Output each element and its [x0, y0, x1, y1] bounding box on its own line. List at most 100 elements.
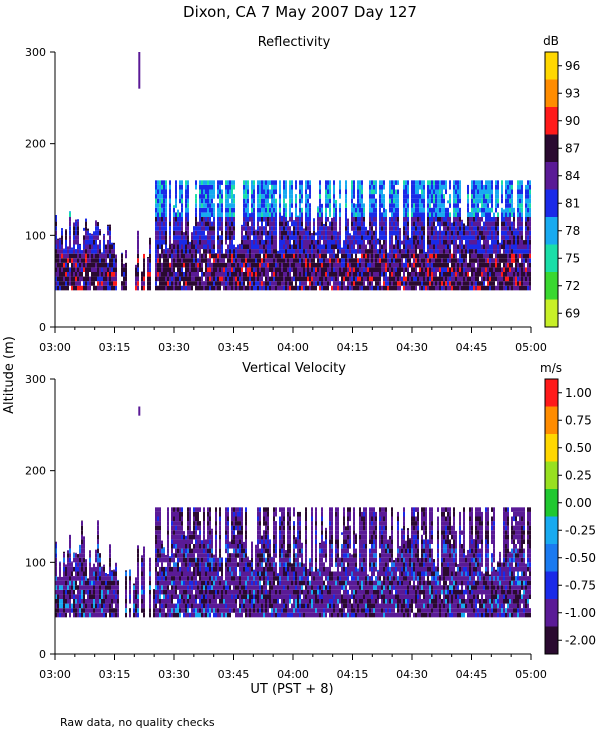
heatmap-cell — [485, 235, 487, 240]
heatmap-cell — [395, 217, 397, 222]
heatmap-cell — [89, 258, 91, 263]
heatmap-cell — [473, 244, 475, 250]
heatmap-cell — [177, 262, 179, 268]
heatmap-cell — [371, 272, 373, 277]
heatmap-cell — [97, 580, 99, 586]
heatmap-cell — [457, 198, 459, 204]
heatmap-cell — [99, 281, 101, 286]
heatmap-cell — [211, 189, 213, 195]
heatmap-cell — [141, 585, 143, 590]
heatmap-cell — [211, 272, 213, 277]
heatmap-cell — [217, 235, 219, 240]
heatmap-cell — [437, 203, 439, 208]
heatmap-cell — [185, 198, 187, 204]
heatmap-cell — [157, 511, 159, 517]
heatmap-cell — [345, 207, 347, 213]
heatmap-cell — [477, 258, 479, 263]
heatmap-cell — [361, 198, 363, 204]
heatmap-cell — [179, 184, 181, 190]
heatmap-cell — [473, 258, 475, 263]
heatmap-cell — [199, 235, 201, 240]
heatmap-cell — [507, 244, 509, 250]
heatmap-cell — [457, 258, 459, 263]
heatmap-cell — [175, 217, 177, 222]
heatmap-cell — [249, 272, 251, 277]
heatmap-cell — [95, 244, 97, 250]
heatmap-cell — [475, 285, 477, 291]
heatmap-cell — [461, 230, 463, 236]
heatmap-cell — [199, 276, 201, 282]
heatmap-cell — [171, 253, 173, 259]
heatmap-cell — [329, 194, 331, 199]
heatmap-cell — [381, 184, 383, 190]
heatmap-cell — [245, 207, 247, 213]
heatmap-cell — [397, 198, 399, 204]
heatmap-cell — [427, 253, 429, 259]
heatmap-cell — [187, 226, 189, 231]
heatmap-cell — [207, 189, 209, 195]
heatmap-cell — [203, 184, 205, 190]
heatmap-cell — [407, 230, 409, 236]
heatmap-cell — [457, 235, 459, 240]
heatmap-cell — [83, 576, 85, 581]
heatmap-cell — [491, 221, 493, 227]
heatmap-cell — [161, 272, 163, 277]
heatmap-cell — [491, 253, 493, 259]
heatmap-cell — [445, 184, 447, 190]
heatmap-cell — [279, 203, 281, 208]
heatmap-cell — [107, 239, 109, 245]
heatmap-cell — [485, 272, 487, 277]
heatmap-cell — [67, 599, 69, 604]
heatmap-cell — [55, 215, 57, 217]
heatmap-cell — [501, 272, 503, 277]
heatmap-cell — [359, 249, 361, 254]
heatmap-cell — [459, 189, 461, 195]
heatmap-cell — [275, 221, 277, 227]
heatmap-cell — [97, 226, 99, 231]
heatmap-cell — [237, 244, 239, 250]
heatmap-cell — [247, 272, 249, 277]
heatmap-cell — [423, 203, 425, 208]
heatmap-cell — [227, 262, 229, 268]
heatmap-cell — [99, 229, 101, 231]
heatmap-cell — [515, 258, 517, 263]
heatmap-cell — [83, 536, 85, 540]
heatmap-cell — [401, 240, 403, 245]
heatmap-cell — [471, 249, 473, 254]
heatmap-cell — [143, 553, 145, 558]
heatmap-cell — [411, 281, 413, 286]
heatmap-cell — [295, 207, 297, 213]
heatmap-cell — [525, 244, 527, 250]
heatmap-cell — [519, 203, 521, 208]
heatmap-cell — [89, 557, 91, 563]
heatmap-cell — [407, 189, 409, 195]
heatmap-cell — [105, 253, 107, 259]
heatmap-cell — [419, 217, 421, 222]
heatmap-cell — [279, 281, 281, 286]
heatmap-cell — [87, 612, 89, 618]
heatmap-cell — [509, 272, 511, 277]
heatmap-cell — [87, 589, 89, 595]
heatmap-cell — [433, 253, 435, 259]
heatmap-cell — [99, 267, 101, 272]
heatmap-cell — [71, 566, 73, 572]
heatmap-cell — [381, 221, 383, 227]
heatmap-cell — [433, 262, 435, 268]
heatmap-cell — [309, 239, 311, 245]
heatmap-cell — [289, 207, 291, 213]
heatmap-cell — [427, 198, 429, 204]
heatmap-cell — [369, 267, 371, 272]
heatmap-cell — [85, 258, 87, 263]
heatmap-cell — [125, 272, 127, 277]
heatmap-cell — [419, 285, 421, 291]
heatmap-cell — [395, 230, 397, 236]
heatmap-cell — [85, 235, 87, 240]
heatmap-cell — [143, 285, 145, 291]
heatmap-cell — [95, 576, 97, 581]
heatmap-cell — [351, 226, 353, 231]
heatmap-cell — [405, 253, 407, 259]
heatmap-cell — [109, 589, 111, 595]
heatmap-cell — [103, 267, 105, 272]
heatmap-cell — [83, 253, 85, 259]
heatmap-cell — [203, 253, 205, 259]
